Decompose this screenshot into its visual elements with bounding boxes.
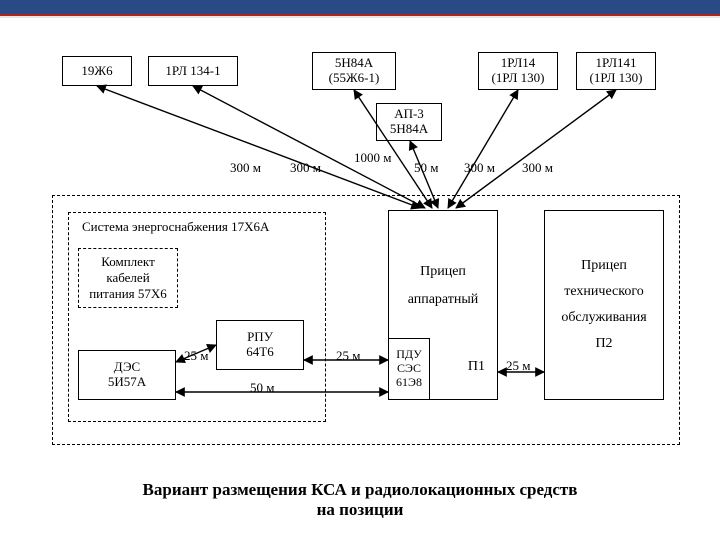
node-label: АП-3	[394, 107, 424, 122]
node-label: 5Н84А	[335, 56, 373, 71]
node-pdu: ПДУ СЭС 61Э8	[388, 338, 430, 400]
distance-label: 25 м	[336, 348, 360, 364]
node-label: 19Ж6	[81, 64, 112, 79]
node-label: (55Ж6-1)	[329, 71, 380, 86]
node-rpu: РПУ 64Т6	[216, 320, 304, 370]
node-label: РПУ	[247, 330, 273, 345]
node-label: ДЭС	[114, 360, 140, 375]
distance-label: 300 м	[464, 160, 495, 176]
caption-line2: на позиции	[0, 500, 720, 520]
power-system-title: Система энергоснабжения 17Х6А	[82, 219, 269, 235]
node-label: 5Н84А	[390, 122, 428, 137]
node-label: 64Т6	[246, 345, 273, 360]
node-label: П2	[595, 336, 612, 352]
node-label: обслуживания	[561, 310, 646, 326]
distance-label: 25 м	[184, 348, 208, 364]
node-trailer-p2: Прицеп технического обслуживания П2	[544, 210, 664, 400]
node-label: Комплект	[101, 254, 155, 270]
distance-label: 50 м	[250, 380, 274, 396]
node-label: технического	[564, 284, 643, 300]
node-1rl141: 1РЛ141 (1РЛ 130)	[576, 52, 656, 90]
node-label: ПДУ	[396, 348, 422, 362]
node-label: 1РЛ141	[595, 56, 636, 71]
node-1rl14: 1РЛ14 (1РЛ 130)	[478, 52, 558, 90]
distance-label: 300 м	[522, 160, 553, 176]
node-label: СЭС	[397, 362, 421, 376]
node-5n84a: 5Н84А (55Ж6-1)	[312, 52, 396, 90]
cable-kit-box: Комплект кабелей питания 57Х6	[78, 248, 178, 308]
node-1rl134: 1РЛ 134-1	[148, 56, 238, 86]
node-label: (1РЛ 130)	[492, 71, 545, 86]
distance-label: 300 м	[230, 160, 261, 176]
slide-shadow	[0, 16, 720, 18]
node-label: Прицеп	[581, 258, 627, 274]
node-label: аппаратный	[408, 292, 479, 308]
caption-line1: Вариант размещения КСА и радиолокационны…	[0, 480, 720, 500]
node-label: (1РЛ 130)	[590, 71, 643, 86]
node-des: ДЭС 5И57А	[78, 350, 176, 400]
node-19zh6: 19Ж6	[62, 56, 132, 86]
node-label: 61Э8	[396, 376, 422, 390]
node-label: питания 57Х6	[89, 286, 167, 302]
node-label: кабелей	[106, 270, 149, 286]
node-label: 5И57А	[108, 375, 146, 390]
distance-label: 300 м	[290, 160, 321, 176]
node-label: Прицеп	[408, 264, 479, 280]
slide-topbar	[0, 0, 720, 16]
node-ap3: АП-3 5Н84А	[376, 103, 442, 141]
node-label: 1РЛ14	[501, 56, 536, 71]
node-label: 1РЛ 134-1	[165, 64, 220, 79]
node-label: П1	[468, 359, 485, 375]
distance-label: 1000 м	[354, 150, 391, 166]
distance-label: 25 м	[506, 358, 530, 374]
distance-label: 50 м	[414, 160, 438, 176]
